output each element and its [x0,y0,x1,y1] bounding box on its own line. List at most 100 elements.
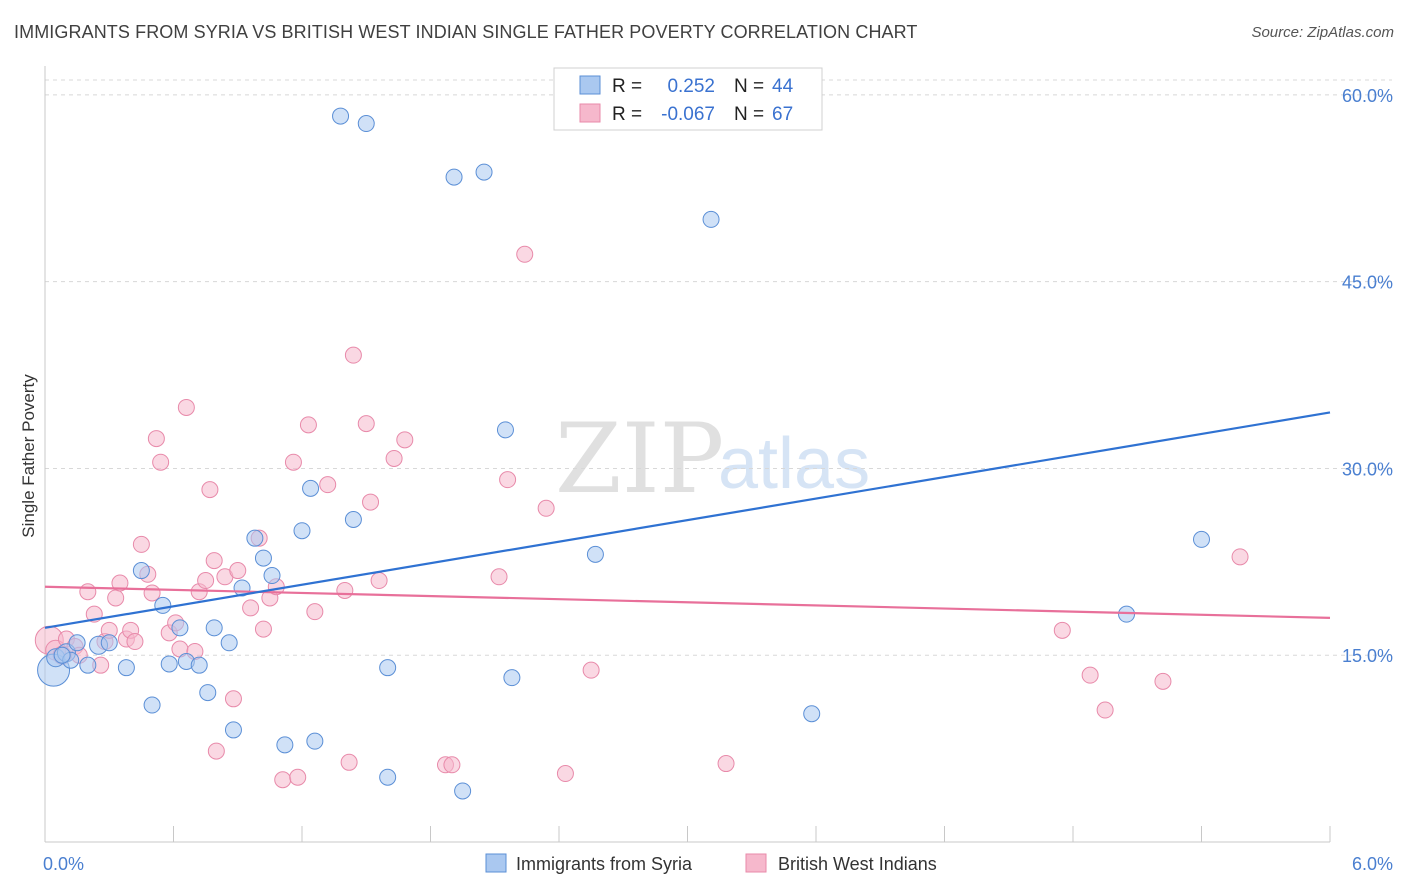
pink-trend-line [44,585,1331,619]
pink-data-point [556,765,574,783]
pink-data-point [197,572,215,590]
pink-data-point [242,599,260,617]
blue-data-point [143,696,161,714]
pink-data-point [537,499,555,517]
blue-data-point [702,210,720,228]
pink-data-point [126,633,144,651]
blue-data-point [496,421,514,439]
pink-data-point [357,415,375,433]
blue-series-points [37,107,1210,800]
x-tick-labels: 0.0% 6.0% [43,854,1393,874]
blue-data-point [100,634,118,652]
blue-data-point [199,684,217,702]
pink-data-point [274,771,292,789]
pink-data-point [336,581,354,599]
pink-data-point [443,756,461,774]
blue-data-point [171,619,189,637]
pink-data-point [201,481,219,499]
blue-data-point [344,511,362,529]
blue-data-point [503,669,521,687]
pink-data-point [490,568,508,586]
legend-n-value-1: 44 [772,76,794,97]
pink-data-point [205,552,223,570]
blue-data-point [68,634,86,652]
legend-r-value-1: 0.252 [667,76,715,97]
bottom-legend-label-pink: British West Indians [778,854,937,874]
legend-n-label-1: N = [734,76,764,97]
blue-data-point [190,656,208,674]
blue-data-point [276,736,294,754]
pink-data-point [79,583,97,601]
pink-data-point [370,572,388,590]
watermark-zip: ZIP [555,403,724,515]
blue-data-point [454,782,472,800]
blue-data-point [803,705,821,723]
trend-lines [44,411,1331,629]
pink-data-point [499,471,517,489]
pink-data-point [1081,666,1099,684]
pink-data-point [516,245,534,263]
x-tick-label-max: 6.0% [1352,854,1393,874]
pink-data-point [254,620,272,638]
legend-n-value-2: 67 [772,104,793,125]
source-credit: Source: ZipAtlas.com [1251,24,1394,41]
blue-data-point [586,545,604,563]
pink-data-point [1053,621,1071,639]
blue-data-point [132,562,150,580]
blue-data-point [445,168,463,186]
pink-series-points [34,245,1249,789]
legend-r-value-2: -0.067 [661,104,715,125]
y-tick-label: 15.0% [1342,646,1393,666]
bottom-legend-label-blue: Immigrants from Syria [516,854,693,874]
bottom-legend-swatch-blue [485,853,507,873]
legend-n-label-2: N = [734,104,764,125]
blue-data-point [205,619,223,637]
blue-data-point [254,549,272,567]
pink-data-point [396,431,414,449]
blue-data-point [475,163,493,181]
blue-data-point [293,522,311,540]
chart-title: IMMIGRANTS FROM SYRIA VS BRITISH WEST IN… [14,22,918,42]
blue-data-point [357,115,375,133]
pink-data-point [107,589,125,607]
blue-data-point [246,529,264,547]
axes [44,66,1331,843]
blue-data-point [220,634,238,652]
blue-data-point [306,732,324,750]
pink-data-point [111,574,129,592]
blue-data-point [224,721,242,739]
blue-data-point [302,479,320,497]
pink-data-point [717,755,735,773]
legend-swatch-pink [579,103,601,123]
blue-data-point [332,107,350,125]
blue-trend-line [44,411,1331,629]
legend-r-label-1: R = [612,76,642,97]
legend-r-label-2: R = [612,104,642,125]
pink-data-point [306,603,324,621]
pink-data-point [224,690,242,708]
y-tick-label: 60.0% [1342,86,1393,106]
blue-data-point [53,646,71,664]
pink-data-point [207,742,225,760]
pink-data-point [344,346,362,364]
pink-data-point [319,476,337,494]
bottom-legend: Immigrants from Syria British West India… [485,853,937,874]
blue-data-point [154,596,172,614]
pink-data-point [152,453,170,471]
y-tick-labels: 15.0% 30.0% 45.0% 60.0% [1342,86,1393,666]
blue-data-point [79,656,97,674]
pink-data-point [299,416,317,434]
pink-data-point [340,753,358,771]
blue-data-point [263,567,281,585]
blue-data-point [379,659,397,677]
blue-data-point [160,655,178,673]
blue-data-point [1193,530,1210,548]
bottom-legend-swatch-pink [745,853,767,873]
pink-data-point [177,398,195,416]
watermark-atlas: atlas [718,424,870,504]
pink-data-point [1231,548,1249,566]
pink-data-point [143,584,161,602]
pink-data-point [132,535,150,553]
y-axis-label: Single Father Poverty [19,374,38,538]
